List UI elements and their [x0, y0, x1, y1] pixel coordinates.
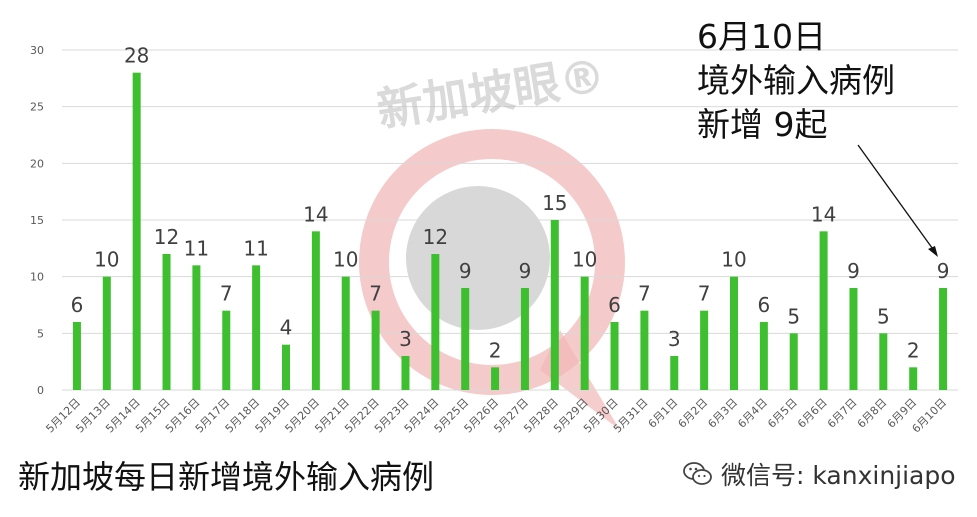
bar [431, 254, 440, 390]
data-label: 12 [154, 225, 179, 249]
data-label: 2 [907, 338, 920, 362]
bar [371, 310, 380, 390]
bar [759, 322, 768, 390]
bar [192, 265, 201, 390]
data-label: 28 [124, 44, 149, 68]
bar [849, 288, 858, 390]
data-label: 10 [572, 248, 597, 272]
bar [401, 356, 410, 390]
bar [461, 288, 470, 390]
bar [730, 276, 738, 390]
x-tick-label: 6月6日 [795, 396, 830, 431]
x-tick-label: 6月3日 [705, 396, 740, 431]
data-label: 11 [243, 236, 268, 260]
bar [282, 344, 290, 390]
data-label: 9 [519, 259, 532, 283]
data-label: 4 [280, 316, 293, 340]
data-label: 9 [459, 259, 472, 283]
bar [341, 276, 350, 390]
watermark-disc [406, 186, 550, 330]
bar [491, 367, 500, 390]
data-label: 7 [638, 282, 651, 306]
data-label: 9 [937, 259, 950, 283]
data-label: 11 [184, 236, 209, 260]
callout-line-label: 境外输入病例 [697, 61, 895, 100]
watermark-tail [540, 330, 620, 430]
y-tick-label: 30 [30, 44, 44, 57]
data-label: 3 [668, 327, 681, 351]
x-tick-label: 6月1日 [646, 396, 681, 431]
bar [580, 276, 589, 390]
data-label: 7 [220, 282, 233, 306]
data-label: 5 [877, 304, 890, 328]
bar [819, 231, 828, 390]
bar [520, 288, 529, 390]
data-label: 3 [399, 327, 412, 351]
bar [222, 310, 231, 390]
data-label: 7 [698, 282, 711, 306]
data-label: 12 [423, 225, 448, 249]
bar [610, 322, 619, 390]
data-label: 6 [608, 293, 621, 317]
wechat-account: 微信号: kanxinjiapo [683, 456, 956, 492]
y-tick-label: 10 [30, 271, 44, 284]
data-label: 14 [303, 202, 328, 226]
bar [550, 220, 559, 390]
data-label: 7 [369, 282, 382, 306]
y-tick-label: 20 [30, 157, 44, 170]
wechat-icon [683, 462, 712, 485]
y-tick-label: 5 [37, 327, 44, 340]
chart-title: 新加坡每日新增境外输入病例 [18, 458, 435, 496]
data-label: 10 [333, 248, 358, 272]
wechat-account-id: 微信号: kanxinjiapo [721, 461, 956, 490]
data-label: 5 [787, 304, 800, 328]
data-label: 10 [721, 248, 746, 272]
callout-annotation: 6月10日 境外输入病例 新增 9起 [697, 15, 895, 147]
bar [252, 265, 261, 390]
bar [939, 288, 948, 390]
bar [640, 310, 649, 390]
bar [789, 333, 798, 390]
data-label: 2 [489, 338, 502, 362]
bar [879, 333, 888, 390]
data-label: 9 [847, 259, 860, 283]
data-label: 6 [757, 293, 770, 317]
bar [102, 276, 111, 390]
x-tick-label: 6月2日 [676, 396, 711, 431]
bar [162, 254, 171, 390]
data-label: 15 [542, 191, 567, 215]
bar [670, 356, 679, 390]
data-label: 14 [811, 202, 836, 226]
bar [132, 72, 141, 391]
y-tick-label: 0 [37, 384, 44, 397]
bar [311, 231, 320, 390]
x-tick-label: 6月4日 [735, 396, 770, 431]
callout-line-date: 6月10日 [697, 17, 826, 56]
y-tick-label: 15 [30, 214, 44, 227]
x-tick-label: 6月5日 [765, 396, 800, 431]
callout-arrow [857, 144, 938, 257]
y-tick-label: 25 [30, 101, 44, 114]
data-label: 10 [94, 248, 119, 272]
x-tick-label: 6月7日 [825, 396, 860, 431]
x-tick-label: 6月8日 [855, 396, 890, 431]
bar [700, 310, 709, 390]
data-label: 6 [71, 293, 84, 317]
bar [72, 322, 81, 390]
callout-line-count: 新增 9起 [697, 105, 828, 144]
bar [909, 367, 918, 390]
